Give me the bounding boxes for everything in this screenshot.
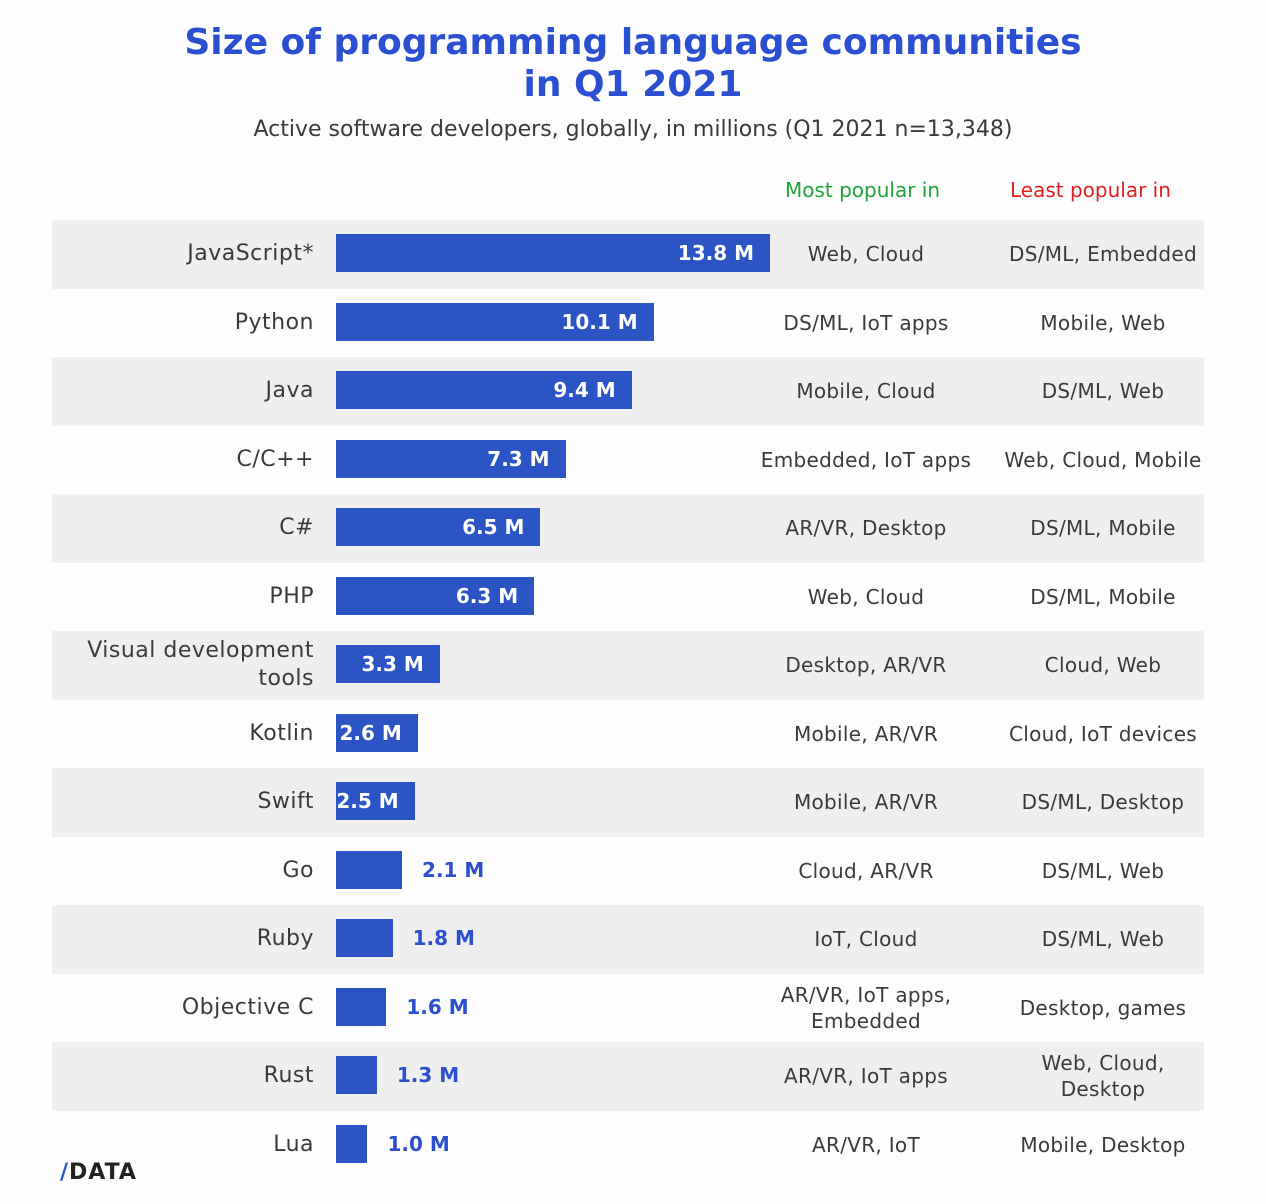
- least-popular-cell: Cloud, IoT devices: [1008, 721, 1198, 746]
- bar-value-label: 1.3 M: [396, 1063, 460, 1087]
- most-popular-cell: Embedded, IoT apps: [760, 447, 972, 472]
- table-row: C/C++ 7.3 M Embedded, IoT apps Web, Clou…: [52, 426, 1204, 495]
- language-label: C#: [279, 515, 314, 541]
- least-popular-cell: Cloud, Web: [1044, 653, 1162, 678]
- bar: [336, 987, 387, 1026]
- bar-value-label: 1.8 M: [412, 926, 475, 950]
- table-row: PHP 6.3 M Web, Cloud DS/ML, Mobile: [52, 563, 1204, 632]
- bar: 7.3 M: [336, 439, 566, 478]
- bar: [336, 850, 403, 889]
- table-row: Java 9.4 M Mobile, Cloud DS/ML, Web: [52, 357, 1204, 426]
- bar-value-label: 7.3 M: [487, 446, 550, 471]
- table-row: Visual development tools 3.3 M Desktop, …: [52, 631, 1204, 700]
- bar: 2.5 M: [336, 782, 415, 820]
- language-label: Python: [234, 309, 314, 335]
- most-popular-cell: AR/VR, IoT: [812, 1132, 920, 1157]
- most-popular-cell: Web, Cloud: [807, 584, 925, 609]
- table-row: Kotlin 2.6 M Mobile, AR/VR Cloud, IoT de…: [52, 700, 1204, 769]
- language-label: Rust: [263, 1063, 314, 1089]
- most-popular-cell: AR/VR, IoT apps: [784, 1064, 948, 1089]
- least-popular-cell: DS/ML, Web: [1041, 927, 1165, 952]
- language-label: Ruby: [256, 926, 314, 952]
- most-popular-cell: Mobile, AR/VR: [793, 721, 939, 746]
- least-popular-cell: Web, Cloud, Mobile: [1004, 447, 1202, 472]
- bar: 13.8 M: [336, 234, 770, 272]
- least-popular-cell: DS/ML, Desktop: [1021, 790, 1185, 815]
- least-popular-cell: DS/ML, Mobile: [1030, 584, 1176, 609]
- table-row: Python 10.1 M DS/ML, IoT apps Mobile, We…: [52, 289, 1204, 358]
- least-popular-cell: DS/ML, Embedded: [1009, 242, 1197, 267]
- bar-value-label: 1.6 M: [406, 994, 469, 1019]
- most-popular-cell: DS/ML, IoT apps: [783, 310, 949, 335]
- least-popular-cell: DS/ML, Web: [1041, 379, 1165, 404]
- bar: 3.3 M: [336, 645, 440, 683]
- bar-value-label: 2.5 M: [336, 789, 399, 813]
- least-popular-cell: Web, Cloud, Desktop: [1041, 1051, 1165, 1102]
- most-popular-cell: Cloud, AR/VR: [798, 858, 934, 883]
- language-label: PHP: [269, 583, 314, 609]
- language-label: Kotlin: [249, 720, 314, 746]
- bar-value-label: 9.4 M: [553, 378, 616, 402]
- bar-value-label: 6.5 M: [462, 515, 525, 539]
- least-popular-cell: DS/ML, Web: [1041, 858, 1165, 883]
- bar-value-label: 2.6 M: [339, 720, 402, 745]
- chart-subtitle: Active software developers, globally, in…: [253, 117, 1013, 142]
- most-popular-cell: IoT, Cloud: [814, 927, 918, 952]
- bar: 9.4 M: [336, 371, 632, 409]
- language-label: Swift: [257, 789, 314, 815]
- language-label: Objective C: [181, 994, 314, 1020]
- table-row: Lua 1.0 M AR/VR, IoT Mobile, Desktop: [52, 1111, 1204, 1180]
- most-popular-cell: Mobile, AR/VR: [793, 790, 939, 815]
- table-row: Ruby 1.8 M IoT, Cloud DS/ML, Web: [52, 905, 1204, 974]
- table-row: Objective C 1.6 M AR/VR, IoT apps, Embed…: [52, 974, 1204, 1043]
- most-popular-cell: Desktop, AR/VR: [785, 653, 947, 678]
- table-row: C# 6.5 M AR/VR, Desktop DS/ML, Mobile: [52, 494, 1204, 563]
- least-popular-cell: DS/ML, Mobile: [1030, 516, 1176, 541]
- most-popular-cell: Mobile, Cloud: [796, 379, 936, 404]
- language-label: Java: [265, 378, 314, 404]
- bar-value-label: 13.8 M: [677, 241, 754, 265]
- language-label: C/C++: [236, 446, 314, 472]
- most-popular-cell: AR/VR, Desktop: [785, 516, 947, 541]
- bar: 6.3 M: [336, 576, 535, 615]
- least-popular-cell: Mobile, Web: [1040, 310, 1166, 335]
- bar: 2.6 M: [336, 713, 418, 752]
- table-row: Go 2.1 M Cloud, AR/VR DS/ML, Web: [52, 837, 1204, 906]
- least-popular-header: Least popular in: [1010, 178, 1171, 202]
- bar: [336, 1124, 368, 1163]
- table-row: Swift 2.5 M Mobile, AR/VR DS/ML, Desktop: [52, 768, 1204, 837]
- least-popular-cell: Desktop, games: [1019, 995, 1187, 1020]
- bar: [336, 1056, 377, 1094]
- table-row: Rust 1.3 M AR/VR, IoT apps Web, Cloud, D…: [52, 1042, 1204, 1111]
- table-row: JavaScript* 13.8 M Web, Cloud DS/ML, Emb…: [52, 220, 1204, 289]
- bar-value-label: 10.1 M: [561, 309, 638, 334]
- language-label: JavaScript*: [187, 241, 314, 267]
- least-popular-cell: Mobile, Desktop: [1020, 1132, 1186, 1157]
- most-popular-cell: Web, Cloud: [807, 242, 925, 267]
- most-popular-header: Most popular in: [785, 178, 941, 202]
- bar: [336, 919, 393, 957]
- bar-value-label: 3.3 M: [361, 652, 424, 676]
- bar: 6.5 M: [336, 508, 541, 546]
- language-label: Visual development tools: [87, 638, 314, 692]
- bar-value-label: 2.1 M: [422, 857, 485, 882]
- bar-value-label: 6.3 M: [455, 583, 519, 608]
- chart-rows: JavaScript* 13.8 M Web, Cloud DS/ML, Emb…: [52, 220, 1204, 1179]
- language-label: Go: [282, 857, 314, 883]
- bar: 10.1 M: [336, 302, 654, 341]
- bar-value-label: 1.0 M: [387, 1131, 450, 1156]
- chart-title: Size of programming language communities…: [184, 22, 1082, 105]
- most-popular-cell: AR/VR, IoT apps, Embedded: [780, 982, 952, 1033]
- language-label: Lua: [273, 1131, 314, 1157]
- data-logo: /DATA: [60, 1160, 137, 1185]
